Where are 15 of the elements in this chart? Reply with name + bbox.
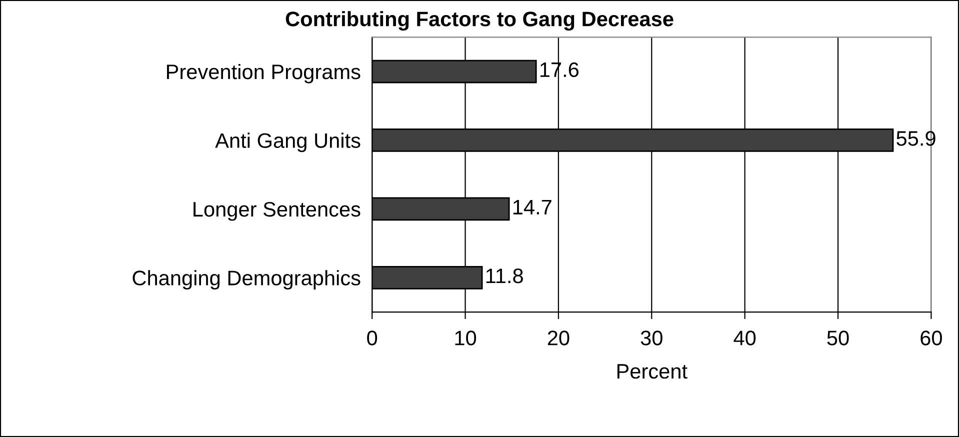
- x-tick-label: 60: [920, 330, 942, 346]
- y-tick-label: Anti Gang Units: [215, 132, 360, 152]
- chart-title: Contributing Factors to Gang Decrease: [286, 11, 674, 31]
- y-tick-label: Changing Demographics: [132, 270, 360, 290]
- x-tick-label: 40: [734, 330, 756, 346]
- x-tick-label: 20: [548, 330, 570, 346]
- data-label: 11.8: [486, 268, 523, 284]
- y-tick-label: Longer Sentences: [194, 202, 360, 221]
- x-tick-label: 0: [367, 330, 378, 346]
- x-tick-label: 50: [827, 330, 849, 346]
- x-tick-label: 30: [640, 330, 662, 346]
- x-tick-label: 10: [455, 330, 476, 346]
- data-label: 14.7: [513, 200, 552, 214]
- x-axis-title: Percent: [617, 364, 688, 379]
- y-tick-label: Prevention Programs: [167, 64, 360, 84]
